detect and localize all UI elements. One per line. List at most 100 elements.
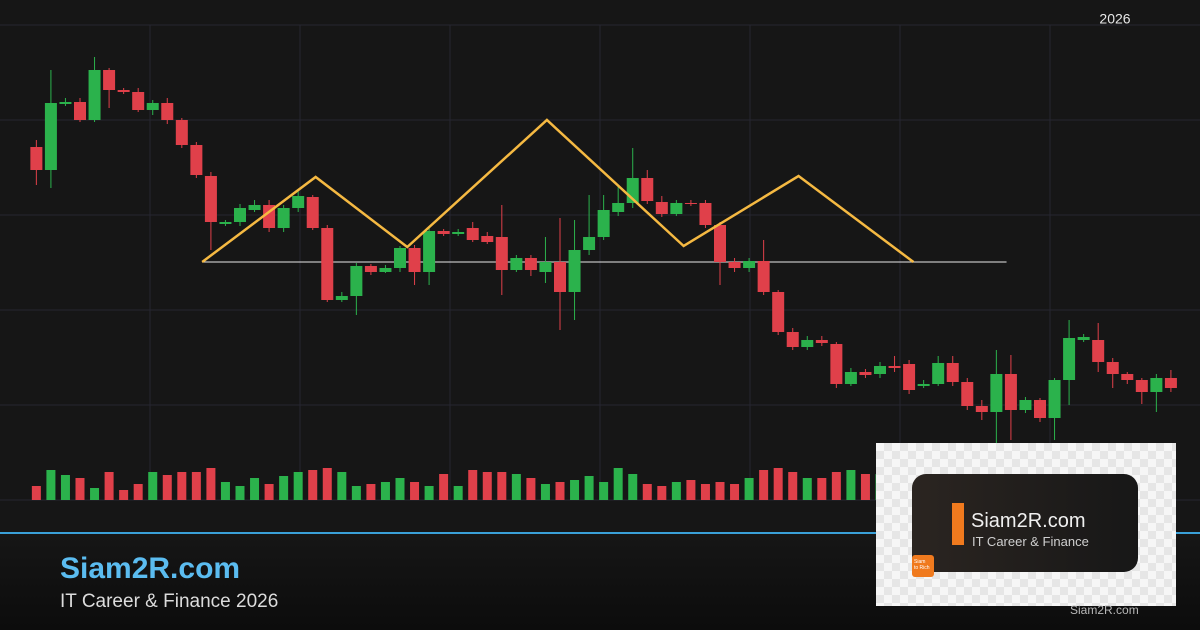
candle-body — [190, 145, 203, 175]
candle-body — [728, 262, 741, 268]
pattern-line — [201, 118, 915, 264]
candle-body — [248, 205, 261, 210]
volume-bar — [599, 482, 609, 500]
candle-body — [539, 262, 552, 272]
period-label: 2026 — [1099, 11, 1130, 27]
volume-bar — [322, 468, 332, 500]
candle-body — [568, 250, 581, 292]
candle-body — [335, 296, 348, 300]
candle-body — [466, 228, 479, 240]
candle-body — [437, 231, 450, 234]
candle-body — [888, 366, 901, 368]
volume-bar — [250, 478, 260, 500]
volume-bar — [817, 478, 827, 500]
candle-body — [132, 92, 145, 110]
candle-body — [990, 374, 1003, 412]
candle-body — [408, 248, 421, 272]
volume-bar — [759, 470, 769, 500]
candle-body — [1019, 400, 1032, 410]
candle-body — [975, 406, 988, 412]
volume-bar — [424, 486, 434, 500]
candle-body — [1150, 378, 1163, 392]
candle-body — [350, 266, 363, 296]
volume-bar — [366, 484, 376, 500]
volume-bar — [453, 486, 463, 500]
candle-body — [554, 262, 566, 292]
candle-body — [277, 208, 290, 228]
candle-body — [364, 266, 377, 272]
volume-bar — [628, 474, 638, 500]
candle-body — [757, 261, 770, 292]
volume-bar — [104, 472, 114, 500]
volume-bar — [497, 472, 507, 500]
volume-bar — [802, 478, 812, 500]
volume-bar — [380, 482, 390, 500]
candle-body — [1135, 380, 1148, 392]
volume-bar — [570, 480, 580, 500]
candle-body — [292, 196, 305, 208]
candle-body — [714, 225, 726, 262]
candle-body — [161, 103, 174, 120]
volume-bar — [482, 472, 492, 500]
volume-bar — [293, 472, 303, 500]
volume-bar — [700, 484, 710, 500]
candle-body — [1077, 337, 1090, 340]
candle-body — [306, 197, 319, 228]
candle-body — [510, 258, 523, 270]
volume-bar — [206, 468, 216, 500]
footer-title: Siam2R.com — [60, 552, 241, 585]
volume-bar — [264, 484, 274, 500]
candle-body — [874, 366, 886, 374]
candle-body — [917, 384, 930, 386]
candle-body — [903, 364, 916, 390]
candle-body — [946, 363, 959, 382]
volume-bar — [788, 472, 798, 500]
volume-bar — [511, 474, 521, 500]
candle-body — [74, 102, 86, 120]
candle-body — [815, 340, 828, 343]
candle-body — [932, 363, 945, 384]
candle-body — [1092, 340, 1105, 362]
candle-body — [379, 268, 392, 272]
candle-body — [743, 261, 756, 268]
volume-bar — [584, 476, 594, 500]
candle-body — [641, 178, 654, 201]
candle-body — [117, 90, 130, 92]
volume-bar — [133, 484, 143, 500]
candle-body — [44, 103, 57, 170]
volume-bar — [773, 468, 783, 500]
candle-body — [786, 332, 799, 347]
logo-panel: Siam2R.com IT Career & Finance — [912, 474, 1138, 572]
candle-body — [495, 237, 508, 270]
candle-body — [772, 292, 785, 332]
logo-bar — [952, 503, 964, 545]
candle-body — [88, 70, 101, 120]
volume-bar — [279, 476, 289, 500]
candle-body — [1048, 380, 1061, 418]
volume-bar — [148, 472, 158, 500]
volume-bar — [846, 470, 856, 500]
volume-bar — [235, 486, 245, 500]
candle-body — [612, 203, 625, 212]
candle-body — [1106, 362, 1119, 374]
watermark: Siam2R.com — [1070, 603, 1139, 617]
volume-bar — [191, 472, 201, 500]
candle-body — [699, 203, 712, 225]
volume-bar — [60, 475, 70, 500]
candle-body — [204, 176, 217, 222]
candle-body — [1063, 338, 1076, 380]
volume-bar — [671, 482, 681, 500]
candle-body — [30, 147, 43, 170]
candle-body — [684, 203, 697, 204]
logo-badge: Siam to Rich — [912, 555, 934, 577]
volume-bar — [526, 478, 536, 500]
volume-bar — [657, 486, 667, 500]
candle-body — [1004, 374, 1017, 410]
volume-bar — [308, 470, 318, 500]
candle-body — [670, 203, 683, 214]
volume-bar — [642, 484, 652, 500]
candle-body — [175, 120, 188, 145]
candle-body — [830, 344, 843, 384]
volume-bar — [46, 470, 56, 500]
